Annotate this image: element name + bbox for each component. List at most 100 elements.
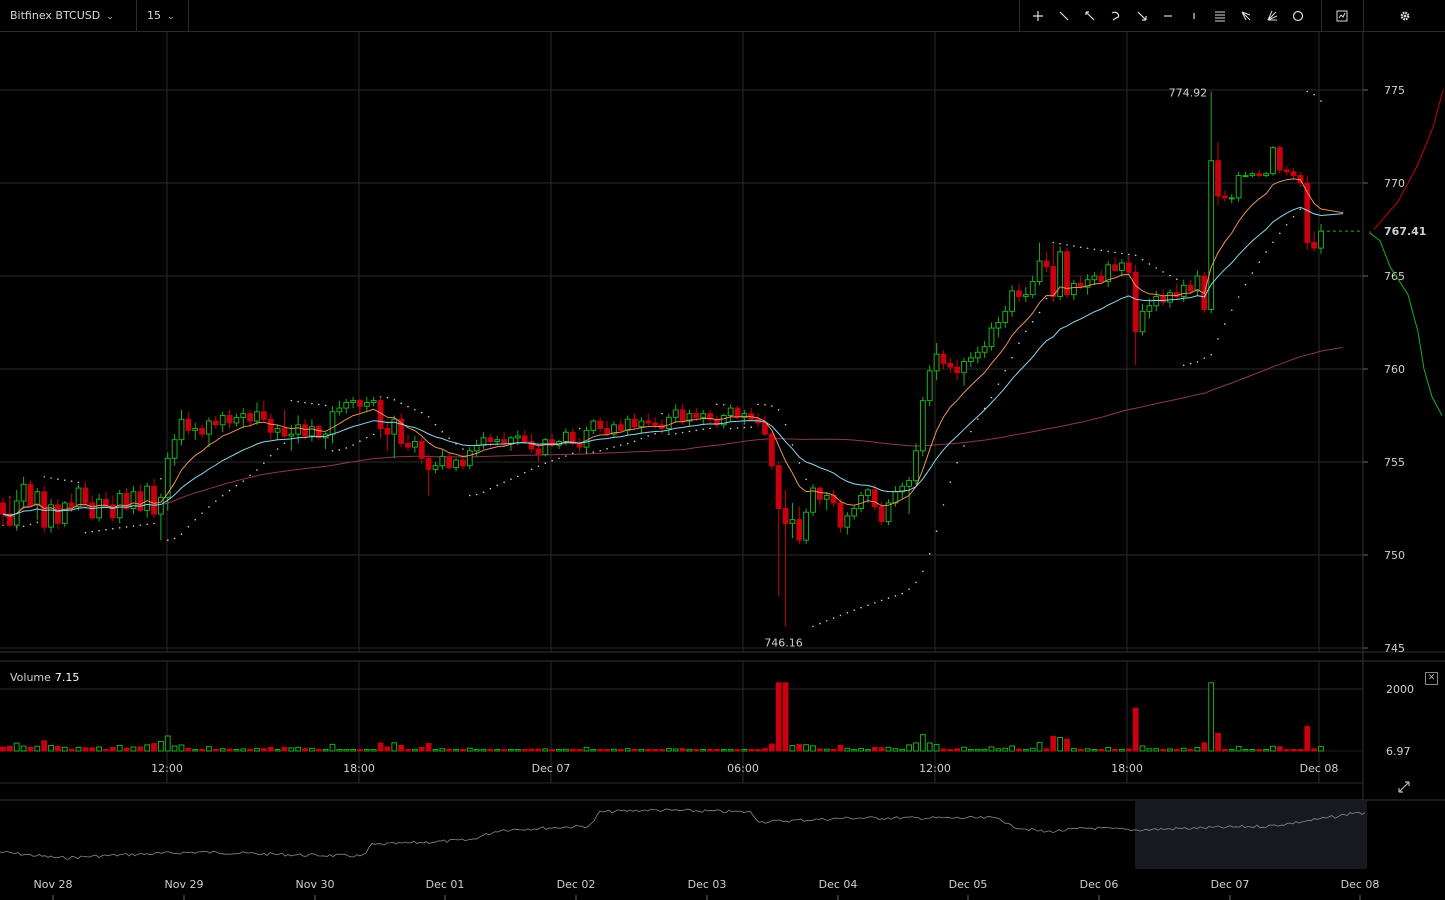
volume-bar (906, 744, 913, 752)
sar-dot (166, 539, 169, 541)
sar-dot (1182, 364, 1185, 367)
candle-body (1057, 251, 1064, 297)
candle-body (803, 511, 810, 541)
sar-dot (915, 581, 917, 584)
trend-line-icon[interactable] (1051, 0, 1077, 31)
sar-dot (633, 440, 636, 443)
sar-dot (606, 448, 608, 450)
sar-dot (874, 601, 876, 604)
volume-bar (1125, 748, 1132, 752)
pitchfork-icon[interactable] (1233, 0, 1259, 31)
sar-dot (366, 436, 368, 439)
volume-bar (123, 747, 130, 752)
expand-icon[interactable] (1397, 779, 1411, 793)
toolbar-divider (1321, 0, 1322, 31)
volume-bar (1304, 725, 1311, 752)
candle-body (103, 498, 109, 506)
candle-body (1091, 275, 1098, 281)
sar-dot (359, 440, 361, 442)
close-volume-icon[interactable]: ✕ (1425, 672, 1438, 685)
gear-icon[interactable] (1392, 0, 1418, 31)
candle-body (370, 400, 377, 403)
volume-bar (679, 748, 686, 752)
sar-dot (942, 504, 945, 506)
sar-dot (620, 444, 622, 446)
volume-bar (968, 749, 974, 752)
candle-body (281, 428, 288, 437)
curve-icon[interactable] (1103, 0, 1129, 31)
volume-bar (68, 748, 75, 752)
candle-body (1098, 275, 1105, 283)
candle-body (151, 485, 157, 515)
indicators-icon[interactable] (1329, 0, 1355, 31)
candle-body (775, 465, 782, 509)
candle-body (768, 433, 775, 467)
volume-bar (1173, 748, 1180, 752)
sar-dot (372, 433, 375, 436)
volume-bar (1009, 745, 1015, 752)
crosshair-icon[interactable] (1025, 0, 1051, 31)
candle-body (391, 418, 398, 435)
candle-body (1276, 147, 1283, 171)
volume-bar (933, 744, 940, 752)
volume-bar (1228, 749, 1235, 752)
sar-dot (77, 481, 80, 484)
volume-bar (1194, 746, 1201, 752)
sar-dot (1203, 357, 1206, 360)
fib-levels-icon[interactable] (1207, 0, 1233, 31)
sar-dot (791, 444, 794, 446)
volume-bar (521, 749, 528, 752)
volume-bar (1235, 745, 1242, 752)
candle-body (494, 439, 501, 443)
sma-long-ext (1320, 346, 1344, 352)
volume-bar (1180, 747, 1187, 752)
volume-bar (1290, 749, 1297, 752)
volume-bar (974, 748, 981, 752)
time-tick-label: Dec 07 (532, 762, 571, 775)
candle-body (858, 494, 864, 510)
gann-fan-icon[interactable] (1259, 0, 1285, 31)
candle-body (810, 487, 816, 513)
candle-body (1070, 282, 1077, 296)
navigator-date-label: Dec 04 (819, 878, 858, 891)
volume-bar (789, 745, 796, 752)
volume-bar (1070, 748, 1077, 752)
volume-bar (357, 749, 363, 752)
candle-body (816, 487, 823, 500)
sar-dot (1031, 320, 1034, 323)
volume-tick-label: 6.97 (1386, 745, 1411, 758)
sar-dot (825, 619, 828, 622)
volume-bar (624, 748, 631, 752)
time-tick-label: Dec 08 (1300, 762, 1339, 775)
sar-dot (420, 411, 423, 414)
circle-icon[interactable] (1285, 0, 1311, 31)
sar-dot (729, 427, 732, 430)
chevron-down-icon: ⌄ (106, 12, 114, 22)
sar-dot (613, 446, 615, 448)
candle-body (638, 420, 645, 428)
sar-dot (571, 452, 574, 455)
candle-body (508, 437, 514, 444)
sar-dot (764, 403, 766, 406)
candle-body (700, 413, 707, 418)
horizontal-line-icon[interactable] (1155, 0, 1181, 31)
volume-bar (48, 744, 54, 752)
volume-bar (480, 748, 487, 752)
sar-dot (880, 599, 883, 602)
sar-dot (578, 427, 581, 430)
interval-selector[interactable]: 15 ⌄ (137, 0, 189, 31)
ray-icon[interactable] (1077, 0, 1103, 31)
candle-body (295, 424, 302, 435)
candle-body (1009, 290, 1015, 312)
volume-bar (947, 749, 954, 752)
candle-body (96, 498, 103, 519)
symbol-selector[interactable]: Bitfinex BTCUSD ⌄ (0, 0, 137, 31)
candle-body (652, 422, 659, 426)
sar-dot (475, 493, 478, 496)
time-tick-label: 06:00 (727, 762, 759, 775)
candle-body (55, 504, 61, 524)
volume-bar (1256, 749, 1263, 752)
arrow-down-right-icon[interactable] (1129, 0, 1155, 31)
vertical-line-icon[interactable] (1181, 0, 1207, 31)
